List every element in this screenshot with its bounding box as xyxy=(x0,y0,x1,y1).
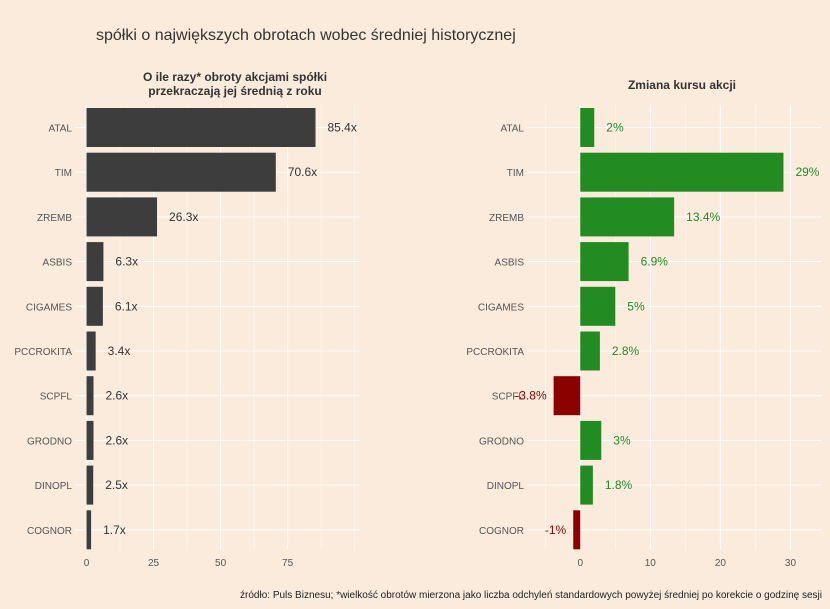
x-tick-label: 50 xyxy=(215,558,227,569)
chart-title: spółki o największych obrotach wobec śre… xyxy=(96,27,516,44)
data-label: 13.4% xyxy=(686,210,720,224)
category-label: ZREMB xyxy=(37,213,72,224)
x-tick-label: 10 xyxy=(645,558,657,569)
bar-grodno xyxy=(86,420,94,460)
data-label: 85.4x xyxy=(327,121,356,135)
x-tick-label: 25 xyxy=(148,558,160,569)
panel-title-price-change: Zmiana kursu akcji xyxy=(628,78,736,92)
data-label: 26.3x xyxy=(169,210,198,224)
data-label: 3% xyxy=(613,433,631,447)
x-tick-label: 20 xyxy=(715,558,727,569)
data-label: 2.8% xyxy=(612,344,640,358)
bar-zremb xyxy=(580,197,675,237)
category-label: ZREMB xyxy=(489,213,524,224)
data-label: 6.3x xyxy=(115,255,138,269)
bar-dinopl xyxy=(580,465,593,505)
category-label: TIM xyxy=(507,168,524,179)
data-label: 5% xyxy=(627,299,645,313)
category-label: ASBIS xyxy=(43,258,73,269)
x-tick-label: 75 xyxy=(282,558,294,569)
panel-title-line: O ile razy* obroty akcjami spółki xyxy=(143,70,327,84)
panel-price-change: Zmiana kursu akcji ATAL 2% TIM 29% ZREMB 13.4%… xyxy=(466,78,822,569)
x-tick-label: 0 xyxy=(577,558,583,569)
data-label: -1% xyxy=(545,523,567,537)
category-label: DINOPL xyxy=(487,481,525,492)
category-label: SCPFL xyxy=(40,392,73,403)
bar-asbis xyxy=(580,242,629,282)
chart-panels: O ile razy* obroty akcjami spółki przekra… xyxy=(14,70,822,569)
data-label: 2% xyxy=(606,121,624,135)
bar-cigames xyxy=(580,286,616,326)
data-label: 1.8% xyxy=(605,478,633,492)
data-label: -3.8% xyxy=(515,389,547,403)
bar-tim xyxy=(86,152,276,192)
bar-pccrokita xyxy=(86,331,96,371)
bar-atal xyxy=(580,108,595,147)
data-label: 6.1x xyxy=(115,299,138,313)
bar-cognor xyxy=(573,510,581,550)
category-label: COGNOR xyxy=(27,526,72,537)
category-label: COGNOR xyxy=(479,526,524,537)
data-label: 70.6x xyxy=(288,165,317,179)
bar-cognor xyxy=(86,510,92,550)
x-tick-label: 30 xyxy=(785,558,797,569)
category-label: PCCROKITA xyxy=(466,347,524,358)
category-label: CIGAMES xyxy=(26,302,72,313)
category-label: DINOPL xyxy=(35,481,73,492)
data-label: 1.7x xyxy=(103,523,126,537)
bar-atal xyxy=(86,108,316,147)
data-label: 2.6x xyxy=(105,389,128,403)
category-label: PCCROKITA xyxy=(14,347,72,358)
panel-turnover: O ile razy* obroty akcjami spółki przekra… xyxy=(14,70,360,569)
panel-title-turnover: O ile razy* obroty akcjami spółki przekra… xyxy=(143,70,327,98)
bar-grodno xyxy=(580,420,602,460)
data-label: 29% xyxy=(795,165,819,179)
data-label: 3.4x xyxy=(108,344,131,358)
category-label: GRODNO xyxy=(27,436,72,447)
category-label: SCPFL xyxy=(492,392,525,403)
category-label: TIM xyxy=(55,168,72,179)
bar-dinopl xyxy=(86,465,94,505)
data-label: 2.6x xyxy=(105,433,128,447)
panel-title-line: przekraczają jej średnią z roku xyxy=(148,84,321,98)
data-label: 6.9% xyxy=(641,255,669,269)
category-label: ASBIS xyxy=(495,258,525,269)
bar-asbis xyxy=(86,242,104,282)
bar-scpfl xyxy=(553,376,581,416)
category-label: ATAL xyxy=(48,124,72,135)
bar-zremb xyxy=(86,197,158,237)
x-tick-label: 0 xyxy=(84,558,90,569)
category-label: GRODNO xyxy=(479,436,524,447)
bar-scpfl xyxy=(86,376,94,416)
bar-cigames xyxy=(86,286,103,326)
bar-tim xyxy=(580,152,784,192)
category-label: CIGAMES xyxy=(478,302,524,313)
bar-pccrokita xyxy=(580,331,600,371)
category-label: ATAL xyxy=(500,124,524,135)
data-label: 2.5x xyxy=(105,478,128,492)
chart-caption: źródło: Puls Biznesu; *wielkość obrotów … xyxy=(240,590,822,601)
